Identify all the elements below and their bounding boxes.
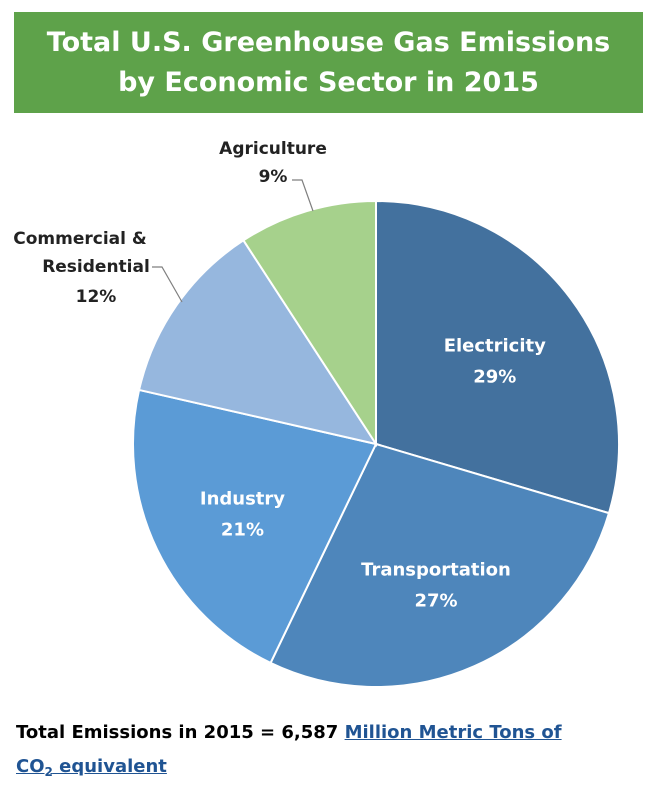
slice-value-transportation: 27% — [414, 591, 457, 612]
chart-title-banner: Total U.S. Greenhouse Gas Emissions by E… — [14, 12, 643, 113]
slice-label-agriculture-line-1: Agriculture — [219, 139, 327, 159]
units-link-text-1: Million Metric Tons of — [344, 722, 562, 743]
slice-value-industry: 21% — [221, 519, 264, 540]
units-link[interactable]: Million Metric Tons of CO2 equivalent — [16, 722, 562, 779]
units-link-subscript: 2 — [44, 765, 53, 779]
units-link-co: CO — [16, 756, 45, 777]
pie-slice-electricity — [375, 199, 620, 515]
slice-value-electricity: 29% — [473, 366, 516, 387]
pie-slice-industry — [132, 388, 378, 665]
leader-line-agriculture — [292, 179, 314, 212]
pie-slice-transportation — [269, 442, 611, 688]
pie-slice-agriculture — [242, 199, 377, 448]
total-emissions-footer: Total Emissions in 2015 = 6,587 Million … — [16, 716, 646, 784]
slice-label-transportation: Transportation — [361, 560, 511, 581]
chart-title-line-1: Total U.S. Greenhouse Gas Emissions — [46, 26, 611, 58]
slice-label-commercial-and-residential-line-2: Residential — [42, 257, 150, 277]
total-emissions-text: Total Emissions in 2015 = 6,587 — [16, 722, 345, 743]
pie-slice-commercial-and-residential — [137, 238, 379, 446]
slice-value-agriculture: 9% — [259, 167, 288, 187]
leader-line-commercial-and-residential — [152, 266, 183, 303]
chart-title-line-2: by Economic Sector in 2015 — [118, 66, 539, 98]
units-link-text-2: equivalent — [52, 756, 167, 777]
slice-label-industry: Industry — [200, 488, 285, 509]
slice-value-commercial-and-residential: 12% — [76, 287, 117, 307]
slice-label-electricity: Electricity — [444, 335, 546, 356]
slice-label-commercial-and-residential-line-1: Commercial & — [13, 229, 147, 249]
